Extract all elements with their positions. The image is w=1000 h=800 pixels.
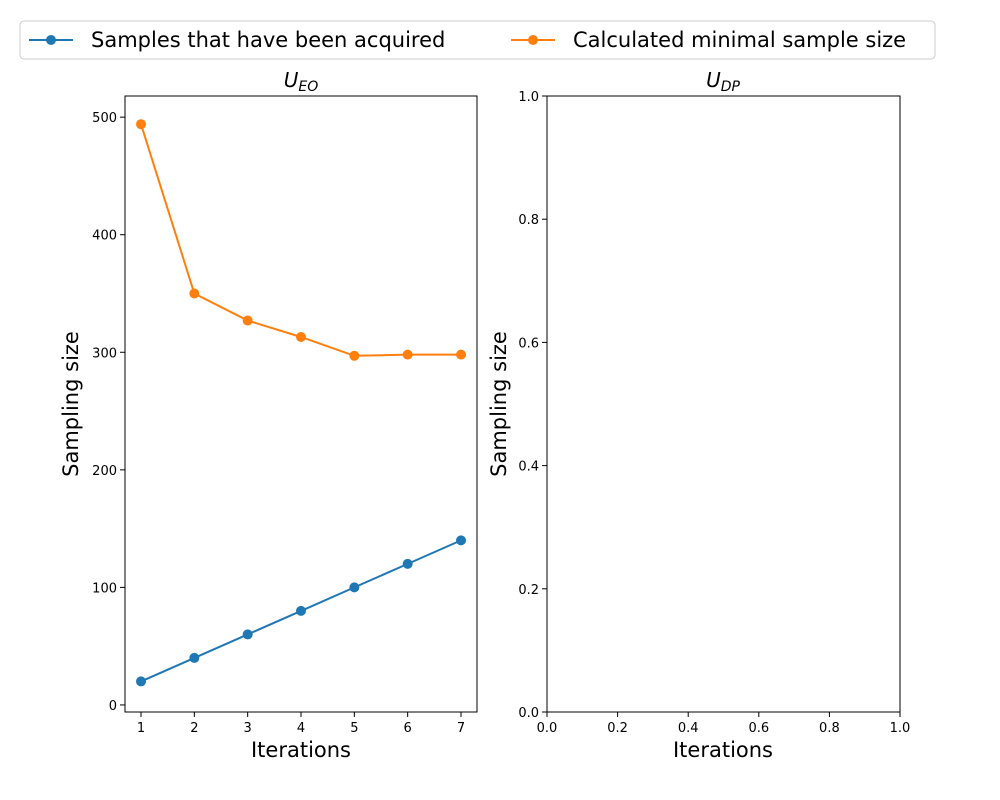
panel-ueo-point-minimal: [296, 331, 306, 342]
panel-ueo-xtick-label: 4: [297, 721, 305, 736]
legend-entry-acquired: Samples that have been acquired: [29, 28, 445, 52]
panel-ueo-xtick-label: 5: [350, 721, 358, 736]
panel-udp-frame: [546, 95, 901, 713]
panel-ueo-point-acquired: [136, 676, 146, 687]
panel-ueo-point-minimal: [456, 349, 466, 360]
panel-udp-xtick-label: 0.2: [607, 721, 628, 736]
panel-ueo-ytick-label: 400: [92, 229, 117, 244]
panel-ueo-xtick-label: 1: [137, 721, 145, 736]
panel-ueo-point-acquired: [349, 582, 360, 593]
panel-udp-ylabel: Sampling size: [487, 331, 511, 477]
panel-udp-title-main: U: [706, 68, 721, 92]
panel-udp-title: UDP: [706, 68, 740, 95]
panel-ueo-point-acquired: [402, 558, 413, 569]
panel-ueo-title-sub: EO: [298, 79, 318, 95]
panel-ueo-title: UEO: [284, 68, 319, 95]
panel-ueo-point-acquired: [296, 605, 306, 616]
panel-udp-ticks: 0.0 0.2 0.4 0.6 0.8 1.0 0.0 0.2 0.4 0.6 0.8 1.0: [518, 90, 910, 736]
panel-udp-ytick-label: 0.8: [518, 213, 539, 228]
panel-udp-ytick-label: 0.4: [518, 460, 539, 475]
panel-ueo-point-acquired: [242, 629, 253, 640]
panel-udp-ytick-label: 0.2: [518, 583, 539, 598]
panel-ueo-ytick-label: 300: [92, 346, 117, 361]
panel-udp-xtick-label: 0.4: [678, 721, 699, 736]
panel-udp: UDP 0.0 0.2 0.4 0.6 0.8 1.0 0.0 0.2 0.4 0.6 0.8 1.0…: [487, 68, 910, 762]
panel-udp-xtick-label: 1.0: [890, 721, 911, 736]
panel-ueo-ylabel: Sampling size: [59, 331, 83, 477]
panel-ueo-point-minimal: [189, 288, 200, 299]
legend-marker-minimal: [528, 35, 538, 45]
panel-ueo-ytick-label: 200: [92, 464, 117, 479]
panel-ueo-ytick-label: 100: [92, 581, 117, 596]
panel-ueo-point-acquired: [189, 652, 200, 663]
panel-ueo-frame: [124, 95, 478, 713]
panel-udp-xtick-label: 0.6: [748, 721, 769, 736]
panel-ueo-xtick-label: 2: [190, 721, 198, 736]
panel-udp-xlabel: Iterations: [673, 738, 773, 762]
panel-udp-xtick-label: 0.8: [819, 721, 840, 736]
panel-ueo-point-minimal: [349, 350, 360, 361]
panel-ueo-xtick-label: 6: [404, 721, 412, 736]
panel-udp-xtick-label: 0.0: [537, 721, 558, 736]
panel-ueo-xtick-label: 7: [457, 721, 465, 736]
panel-udp-title-sub: DP: [721, 79, 741, 95]
panel-ueo-xtick-label: 3: [244, 721, 252, 736]
panel-ueo-series-line-minimal: [140, 123, 461, 357]
legend: Samples that have been acquired Calculat…: [19, 20, 936, 60]
panel-ueo-xlabel: Iterations: [251, 738, 351, 762]
legend-entry-minimal: Calculated minimal sample size: [511, 28, 906, 52]
panel-ueo-title-main: U: [284, 68, 299, 92]
panel-ueo-ytick-label: 500: [92, 111, 117, 126]
panel-ueo-point-minimal: [402, 349, 413, 360]
panel-ueo-ticks: 1 2 3 4 5 6 7 0 100 200 300 400 500: [92, 111, 465, 736]
legend-frame: [19, 20, 936, 60]
panel-ueo-point-acquired: [456, 535, 466, 546]
legend-label-acquired: Samples that have been acquired: [91, 28, 445, 52]
legend-marker-acquired: [46, 35, 56, 45]
panel-udp-ytick-label: 0.0: [518, 706, 539, 721]
panel-udp-ytick-label: 1.0: [518, 90, 539, 105]
legend-label-minimal: Calculated minimal sample size: [573, 28, 906, 52]
panel-ueo-series: [136, 119, 466, 687]
panel-udp-ytick-label: 0.6: [518, 336, 539, 351]
panel-ueo-point-minimal: [136, 119, 146, 130]
panel-ueo-point-minimal: [242, 315, 253, 326]
panel-ueo-ytick-label: 0: [109, 699, 117, 714]
panel-ueo: UEO 1 2 3 4 5 6 7 0 100 200 300 400 500 Iterations S…: [59, 68, 478, 762]
